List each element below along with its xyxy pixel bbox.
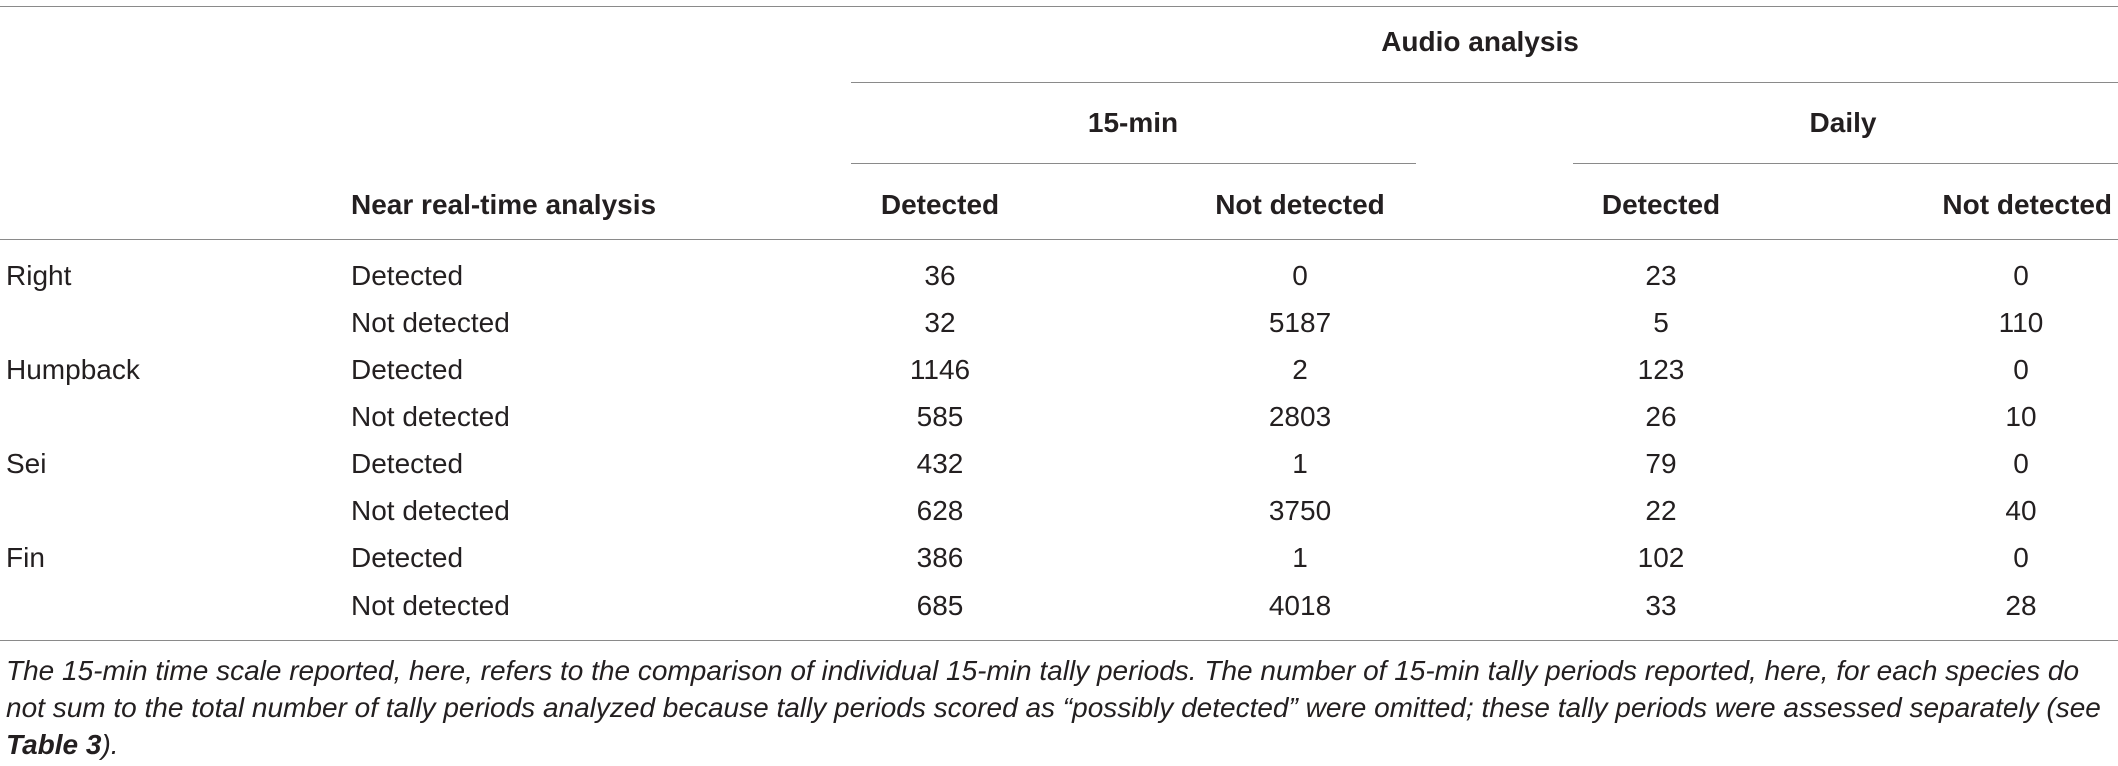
nrt-label: Not detected — [351, 495, 510, 526]
species-label: Right — [6, 260, 72, 291]
table-cell: 5187 — [1268, 307, 1332, 338]
table-cell: 33 — [1645, 590, 1677, 621]
daily-not-detected-header: Not detected — [1942, 189, 2112, 220]
nrt-label: Not detected — [351, 590, 510, 621]
15min-header: 15-min — [1087, 107, 1179, 138]
table-footnote: The 15-min time scale reported, here, re… — [6, 652, 2110, 763]
table-cell: 123 — [1637, 354, 1685, 385]
table-cell: 102 — [1637, 542, 1685, 573]
table-cell: 23 — [1645, 260, 1677, 291]
daily-rule — [1573, 163, 2118, 164]
footnote-text: The 15-min time scale reported, here, re… — [6, 655, 2101, 723]
table-cell: 685 — [916, 590, 964, 621]
table-cell: 585 — [916, 401, 964, 432]
nrt-label: Not detected — [351, 307, 510, 338]
table-cell: 79 — [1645, 448, 1677, 479]
species-label: Humpback — [6, 354, 140, 385]
nrt-label: Detected — [351, 260, 464, 291]
table-cell: 22 — [1645, 495, 1677, 526]
table-cell: 40 — [2005, 495, 2037, 526]
table-bottom-rule — [0, 640, 2118, 641]
nrt-label: Detected — [351, 448, 464, 479]
daily-header: Daily — [1809, 107, 1877, 138]
15min-rule — [851, 163, 1416, 164]
table-cell: 0 — [2013, 260, 2029, 291]
15min-detected-header: Detected — [880, 189, 1000, 220]
table-cell: 386 — [916, 542, 964, 573]
species-label: Sei — [6, 448, 47, 479]
table-cell: 0 — [2013, 448, 2029, 479]
nrt-label: Detected — [351, 354, 464, 385]
header-bottom-rule — [0, 239, 2118, 240]
table-cell: 1 — [1292, 448, 1308, 479]
table-cell: 26 — [1645, 401, 1677, 432]
table-3-reference[interactable]: Table 3 — [6, 729, 102, 760]
nrt-label: Detected — [351, 542, 464, 573]
footnote-text-end: ). — [101, 729, 119, 760]
table-cell: 628 — [916, 495, 964, 526]
15min-not-detected-header: Not detected — [1215, 189, 1385, 220]
nrt-label: Not detected — [351, 401, 510, 432]
table-cell: 2 — [1292, 354, 1308, 385]
table-cell: 10 — [2005, 401, 2037, 432]
table-cell: 4018 — [1268, 590, 1332, 621]
table-cell: 5 — [1653, 307, 1669, 338]
daily-detected-header: Detected — [1601, 189, 1721, 220]
table-cell: 32 — [924, 307, 956, 338]
audio-analysis-header: Audio analysis — [1381, 26, 1579, 57]
table-cell: 1 — [1292, 542, 1308, 573]
near-realtime-header: Near real-time analysis — [351, 189, 657, 220]
table-cell: 36 — [924, 260, 956, 291]
table-cell: 110 — [1998, 307, 2044, 338]
table-cell: 0 — [2013, 542, 2029, 573]
table-cell: 1146 — [909, 354, 971, 385]
table-cell: 2803 — [1268, 401, 1332, 432]
table-top-rule — [0, 6, 2118, 7]
table-cell: 0 — [1292, 260, 1308, 291]
audio-analysis-rule — [851, 82, 2118, 83]
table-cell: 432 — [916, 448, 964, 479]
table-cell: 3750 — [1268, 495, 1332, 526]
table-cell: 0 — [2013, 354, 2029, 385]
species-label: Fin — [6, 542, 45, 573]
table-cell: 28 — [2005, 590, 2037, 621]
